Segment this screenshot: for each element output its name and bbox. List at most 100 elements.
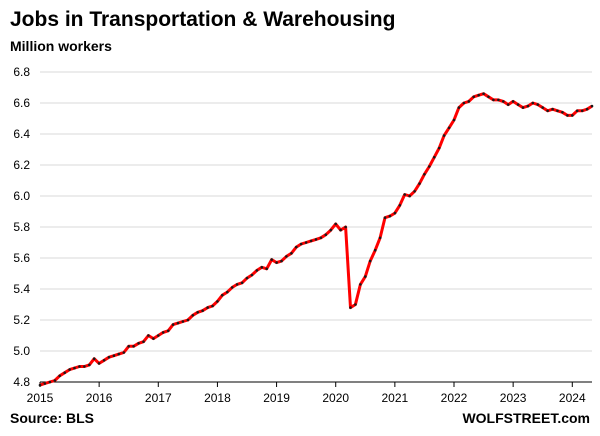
x-axis: 2015 2016 2017 2018 2019 2020 2021 2022 2023 2024 (27, 381, 592, 405)
brand-watermark: WOLFSTREET.com (462, 410, 590, 426)
y-tick-label: 6.8 (13, 65, 30, 79)
data-point (487, 95, 490, 99)
grid-lines (40, 71, 592, 352)
data-point (48, 380, 52, 384)
data-point (314, 238, 318, 241)
data-point (364, 275, 367, 278)
data-point (117, 352, 121, 356)
data-point (58, 374, 61, 378)
data-point (413, 190, 416, 193)
data-point (191, 314, 195, 317)
data-point (521, 106, 525, 109)
y-tick-label: 6.6 (13, 96, 30, 110)
data-point (467, 100, 471, 103)
data-point (546, 109, 549, 113)
y-tick-label: 4.8 (13, 375, 30, 389)
data-point (324, 233, 328, 236)
data-point (196, 311, 199, 314)
data-point (295, 245, 298, 249)
source-note: Source: BLS (10, 410, 95, 426)
data-point (359, 283, 362, 286)
data-point (290, 252, 293, 255)
data-point (447, 126, 451, 130)
data-point (142, 340, 145, 344)
data-point (265, 267, 269, 271)
data-point (186, 318, 190, 322)
data-point (166, 329, 170, 333)
data-point (107, 355, 111, 359)
data-point (235, 283, 239, 286)
data-point (526, 104, 530, 108)
data-point (383, 216, 387, 219)
data-point (122, 351, 126, 354)
data-point (270, 258, 274, 261)
data-point (516, 103, 520, 106)
y-tick-label: 5.6 (13, 251, 30, 265)
data-point (216, 300, 219, 303)
data-point (304, 241, 308, 244)
data-point (68, 368, 71, 371)
data-point (73, 366, 76, 370)
data-point (551, 107, 554, 111)
x-tick-label: 2017 (145, 391, 172, 405)
data-point (497, 98, 500, 102)
data-point (230, 286, 234, 289)
data-point (137, 342, 140, 345)
data-point (403, 193, 407, 196)
data-point (575, 109, 579, 113)
chart-title: Jobs in Transportation & Warehousing (10, 8, 396, 31)
data-point (240, 281, 244, 285)
data-point (43, 382, 47, 385)
data-point (211, 304, 214, 308)
data-point (176, 321, 180, 325)
data-point (329, 228, 333, 232)
data-point (457, 106, 461, 109)
x-tick-label: 2022 (441, 391, 468, 405)
data-point (63, 371, 66, 375)
data-point (344, 225, 347, 229)
data-point (541, 106, 544, 109)
chart-subtitle: Million workers (10, 38, 112, 54)
data-point (511, 100, 515, 103)
x-tick-label: 2024 (559, 391, 586, 405)
data-point (408, 194, 411, 198)
data-point (181, 320, 185, 323)
data-point (285, 255, 288, 258)
y-tick-label: 6.4 (13, 127, 30, 141)
data-point (339, 228, 342, 232)
data-point (280, 259, 283, 263)
data-point (368, 259, 372, 263)
data-point (418, 182, 421, 185)
data-point (334, 222, 338, 226)
data-point (132, 345, 135, 348)
x-tick-label: 2016 (86, 391, 113, 405)
y-tick-label: 5.0 (13, 344, 30, 358)
data-point (571, 114, 574, 117)
data-point (112, 354, 116, 358)
y-tick-label: 6.2 (13, 158, 30, 172)
data-point (502, 100, 505, 103)
data-point (275, 261, 278, 264)
data-point (161, 331, 165, 334)
x-tick-label: 2021 (382, 391, 409, 405)
data-point (354, 303, 357, 306)
series-employment (38, 92, 594, 387)
data-point (561, 111, 564, 114)
data-point (423, 173, 426, 176)
data-point (309, 239, 313, 243)
data-point (97, 362, 101, 365)
data-point (206, 306, 209, 309)
x-tick-label: 2019 (263, 391, 290, 405)
y-tick-label: 6.0 (13, 189, 30, 203)
data-point (221, 293, 224, 297)
data-point (492, 98, 495, 102)
data-point (462, 101, 466, 105)
data-point (152, 337, 155, 340)
x-tick-label: 2023 (500, 391, 527, 405)
data-point (531, 101, 535, 105)
data-point (147, 334, 150, 337)
data-point (53, 379, 57, 382)
data-point (437, 146, 441, 150)
data-point (472, 95, 476, 99)
data-point (556, 109, 559, 113)
